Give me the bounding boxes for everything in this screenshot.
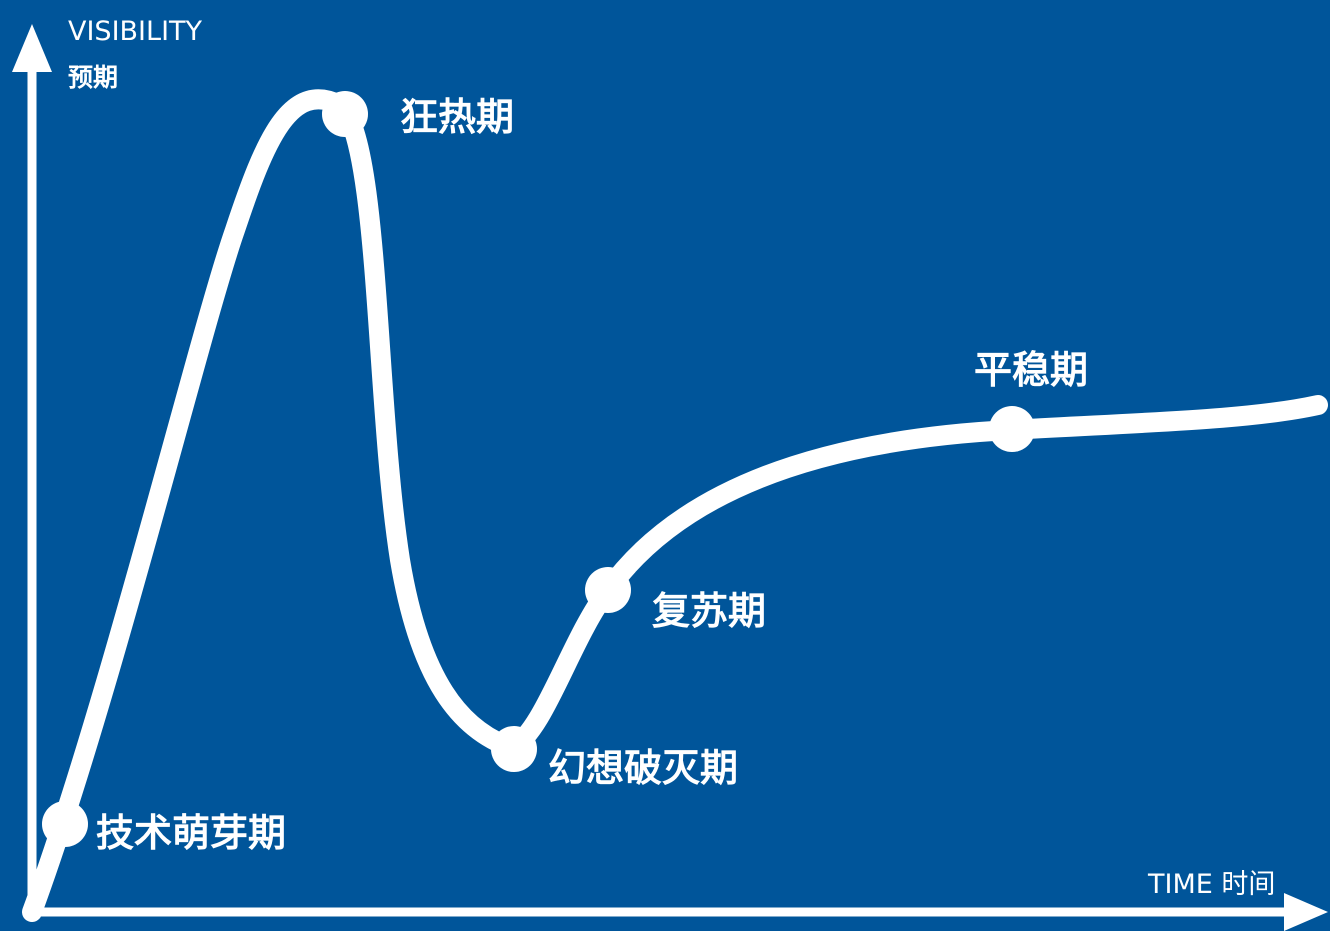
phase-dot-peak [322,91,368,137]
phase-dot-trigger [42,801,88,847]
x-axis-arrow [1284,893,1328,931]
y-axis-label-en: VISIBILITY [68,16,203,47]
phase-label-peak: 狂热期 [400,95,514,139]
phase-dot-slope [585,567,631,613]
hype-curve [22,89,1328,922]
phase-dot-plateau [989,406,1035,452]
phase-label-trough: 幻想破灭期 [548,746,738,790]
phase-label-plateau: 平稳期 [974,348,1088,392]
phase-dot-trough [491,726,537,772]
phase-label-trigger: 技术萌芽期 [96,811,286,855]
x-axis-label: TIME 时间 [1147,869,1275,900]
y-axis-arrow [12,24,52,72]
y-axis-label-zh: 预期 [68,63,118,92]
phase-label-slope: 复苏期 [652,589,766,633]
